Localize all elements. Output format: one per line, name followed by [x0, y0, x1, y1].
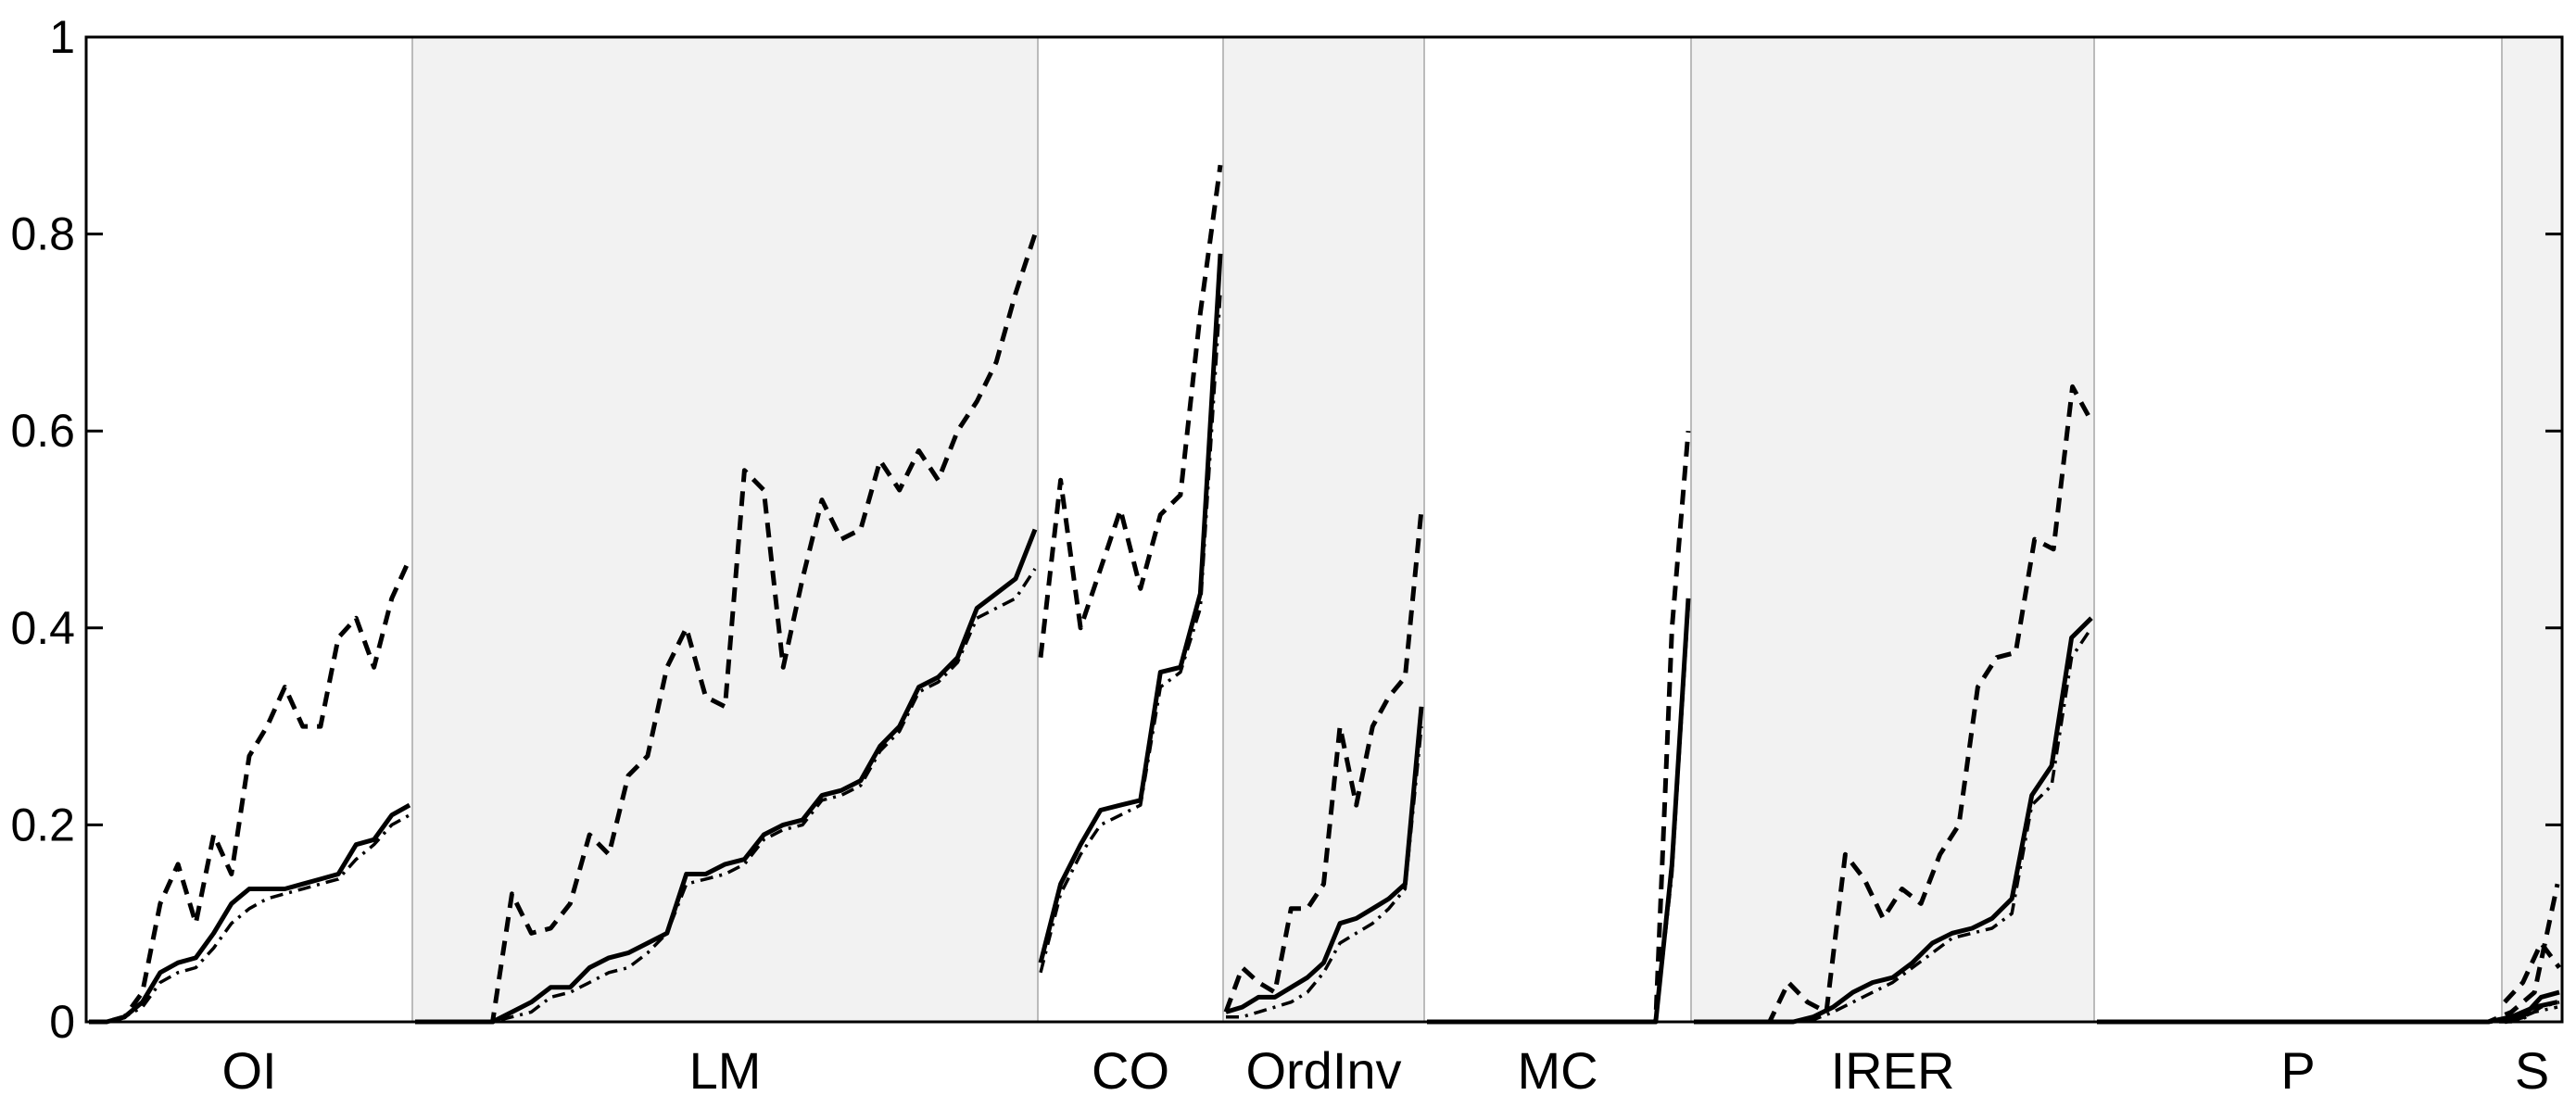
- group-label-oi: OI: [221, 1041, 276, 1100]
- y-tick-label: 0.6: [10, 405, 75, 457]
- series-oi-solid: [89, 802, 411, 1025]
- y-axis: 0 0.2 0.4 0.6 0.8 1: [10, 11, 2562, 1048]
- series-oi-dashed: [89, 558, 412, 1025]
- series-ordinv-dashdot: [1226, 725, 1423, 1019]
- series-oi-dashdot: [89, 813, 410, 1024]
- series-mc-dashdot: [1427, 608, 1690, 1024]
- group-dividers: [411, 37, 2503, 1022]
- group-label-co: CO: [1092, 1041, 1169, 1100]
- series-s-dashed: [2503, 940, 2562, 1004]
- series-ordinv-solid: [1225, 706, 1424, 1014]
- series-s-solid: [2504, 989, 2560, 1025]
- group-labels: OI LM CO OrdInv MC IRER P S: [221, 1041, 2549, 1100]
- shade-s: [2502, 37, 2562, 1022]
- group-label-p: P: [2280, 1041, 2315, 1100]
- series-co-dashed: [1038, 164, 1223, 658]
- y-tick-label: 0.2: [10, 799, 75, 850]
- series-lm-dashdot: [415, 568, 1037, 1024]
- series-mc-dashed: [1427, 430, 1691, 1025]
- group-label-irer: IRER: [1831, 1041, 1955, 1100]
- shade-irer: [1691, 37, 2094, 1022]
- group-label-s: S: [2515, 1041, 2549, 1100]
- series-p-solid: [2097, 1000, 2558, 1025]
- shade-lm: [412, 37, 1038, 1022]
- series-co-dashdot: [1039, 293, 1222, 974]
- plot-frame: [84, 35, 2564, 1024]
- y-tick-label: 0.4: [10, 602, 75, 654]
- series-lm-dashed: [415, 233, 1038, 1025]
- series-ordinv-dashed: [1223, 509, 1424, 1014]
- group-label-ordinv: OrdInv: [1245, 1041, 1401, 1100]
- series-p-dashed: [2097, 883, 2560, 1025]
- group-shading: [412, 37, 2562, 1022]
- group-label-lm: LM: [689, 1041, 762, 1100]
- group-label-mc: MC: [1517, 1041, 1597, 1100]
- series-co-solid: [1038, 253, 1223, 963]
- y-tick-label: 0.8: [10, 208, 75, 260]
- series-mc-solid: [1427, 598, 1691, 1025]
- series-irer-dashed: [1694, 384, 2094, 1025]
- y-tick-label: 1: [49, 11, 75, 63]
- y-tick-label: 0: [49, 996, 75, 1048]
- shade-ordinv: [1223, 37, 1424, 1022]
- series-lm-solid: [415, 528, 1038, 1025]
